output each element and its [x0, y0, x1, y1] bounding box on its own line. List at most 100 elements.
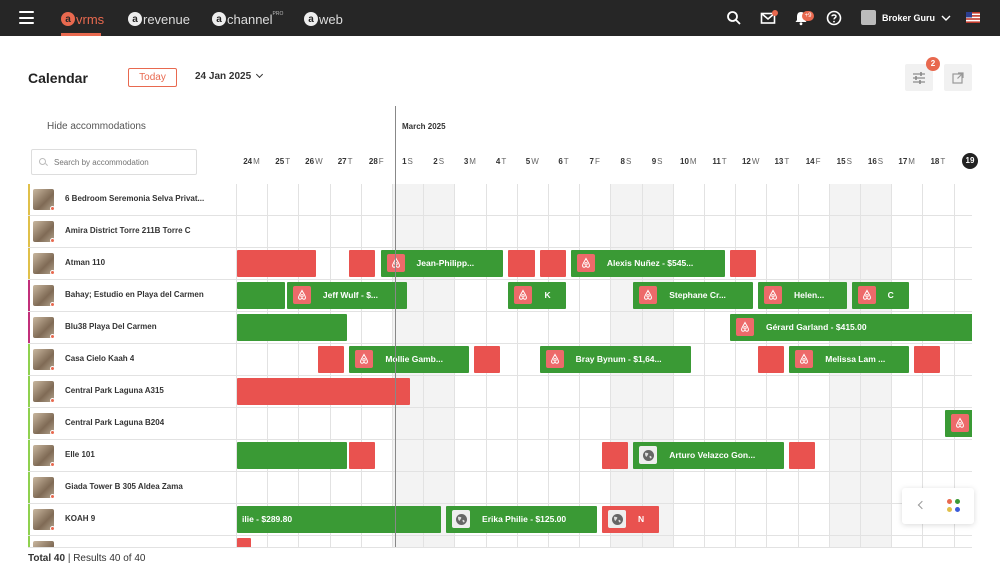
search-input[interactable] — [31, 149, 197, 175]
brand-label: web — [319, 11, 343, 27]
booking-label: Helen... — [794, 290, 825, 300]
booking-label: Jeff Wulf - $... — [322, 290, 379, 300]
airbnb-icon — [862, 289, 871, 300]
grid-line — [236, 439, 972, 440]
booking-bar[interactable]: Melissa Lam ... — [789, 346, 909, 373]
day-of-week: F — [815, 157, 821, 166]
booking-label: N — [638, 514, 645, 524]
brand-label: revenue — [143, 11, 190, 27]
blocked-period[interactable] — [318, 346, 345, 373]
booking-bar[interactable]: Erika Philie - $125.00 — [446, 506, 597, 533]
booking-bar[interactable]: Mollie Gamb... — [349, 346, 469, 373]
category-color-bar — [28, 184, 30, 215]
booking-bar[interactable]: Stephane Cr... — [633, 282, 753, 309]
booking-bar[interactable]: Helen... — [758, 282, 847, 309]
accommodation-row[interactable]: Casa Cielo Kaah 4 — [28, 344, 236, 376]
blocked-period[interactable] — [237, 250, 317, 277]
chevron-down-icon — [256, 70, 264, 79]
day-number: 28 — [368, 157, 378, 166]
day-of-week: S — [625, 157, 632, 166]
accommodation-row[interactable]: Bahay; Estudio en Playa del Carmen — [28, 280, 236, 312]
blocked-period[interactable] — [474, 346, 501, 373]
day-number: 10 — [680, 157, 689, 166]
accommodation-row[interactable]: Atman 110 — [28, 248, 236, 280]
brand-web[interactable]: a web — [304, 8, 343, 30]
web-source-badge — [452, 510, 471, 528]
accommodation-row[interactable]: Central Park Laguna B204 — [28, 408, 236, 440]
day-number: 7 — [589, 157, 594, 166]
apps-grid-icon[interactable] — [947, 499, 961, 513]
brand-channel[interactable]: a channel PRO — [212, 8, 283, 30]
booking-bar[interactable]: Bray Bynum - $1,64... — [539, 346, 691, 373]
airbnb-source-badge — [735, 318, 754, 336]
day-number: 27 — [337, 157, 347, 166]
booking-bar[interactable] — [945, 410, 972, 437]
booking-bar[interactable]: Alexis Nuñez - $545... — [570, 250, 725, 277]
accommodation-row[interactable]: Giada Tower B 305 Aldea Zama — [28, 472, 236, 504]
booking-bar[interactable]: Jeff Wulf - $... — [286, 282, 407, 309]
accommodation-row[interactable]: KOAH 9 — [28, 504, 236, 536]
grid-line — [516, 184, 518, 548]
flag-us-icon[interactable] — [966, 12, 980, 23]
blocked-period[interactable] — [789, 442, 816, 469]
booking-bar[interactable]: K — [508, 282, 566, 309]
booking-bar[interactable]: Jean-Philipp... — [380, 250, 504, 277]
hide-accommodations-toggle[interactable]: Hide accommodations — [47, 121, 146, 132]
brand-vrms[interactable]: a vrms — [61, 8, 104, 30]
accommodation-row[interactable]: Elle 101 — [28, 440, 236, 472]
chevron-down-icon — [941, 15, 951, 21]
booking-bar[interactable] — [237, 282, 285, 309]
accommodation-row[interactable] — [28, 536, 236, 548]
blocked-period[interactable] — [349, 442, 376, 469]
blocked-period[interactable] — [349, 250, 376, 277]
chevron-left-icon[interactable] — [917, 500, 927, 510]
accommodation-row[interactable]: Blu38 Playa Del Carmen — [28, 312, 236, 344]
day-number: 17 — [898, 157, 908, 166]
brand-pro-tag: PRO — [272, 11, 284, 17]
category-color-bar — [28, 248, 30, 279]
sliders-icon — [913, 71, 925, 84]
accommodation-row[interactable]: Central Park Laguna A315 — [28, 376, 236, 408]
open-external-button[interactable] — [944, 64, 972, 91]
today-day-marker[interactable]: 19 — [962, 153, 978, 169]
help-icon[interactable] — [826, 10, 842, 26]
booking-bar[interactable] — [237, 442, 348, 469]
day-of-week: S — [657, 157, 663, 166]
blocked-period[interactable] — [539, 250, 566, 277]
blocked-period[interactable] — [914, 346, 941, 373]
brand-revenue[interactable]: a revenue — [128, 8, 190, 30]
blocked-period[interactable] — [602, 442, 629, 469]
airbnb-icon — [800, 353, 809, 364]
accommodation-name: KOAH 9 — [65, 514, 96, 523]
blocked-period[interactable] — [237, 538, 251, 548]
booking-bar[interactable] — [237, 314, 348, 341]
menu-icon[interactable] — [19, 11, 34, 24]
today-button[interactable]: Today — [128, 68, 177, 87]
user-menu[interactable]: Broker Guru — [861, 10, 951, 25]
blocked-period[interactable]: N — [602, 506, 660, 533]
accommodation-name: Amira District Torre 211B Torre C — [65, 226, 191, 235]
blocked-period[interactable] — [729, 250, 757, 277]
booking-bar[interactable]: Arturo Velazco Gon... — [633, 442, 785, 469]
day-number: 25 — [275, 157, 285, 166]
day-number: 26 — [305, 157, 315, 166]
blocked-period[interactable] — [237, 378, 410, 405]
accommodation-name: Bahay; Estudio en Playa del Carmen — [65, 290, 204, 299]
booking-label: C — [887, 290, 894, 300]
accommodation-name: Elle 101 — [65, 450, 95, 459]
category-color-bar — [28, 504, 30, 535]
accommodation-row[interactable]: Amira District Torre 211B Torre C — [28, 216, 236, 248]
booking-bar[interactable]: ilie - $289.80 — [237, 506, 441, 533]
booking-label: Melissa Lam ... — [825, 354, 886, 364]
blocked-period[interactable] — [508, 250, 535, 277]
filter-count-badge: 2 — [926, 57, 940, 71]
date-selector[interactable]: 24 Jan 2025 — [195, 70, 264, 82]
accommodation-row[interactable]: 6 Bedroom Seremonia Selva Privat... — [28, 184, 236, 216]
blocked-period[interactable] — [758, 346, 785, 373]
day-header: 26W — [298, 157, 329, 166]
accommodation-thumbnail — [33, 221, 54, 242]
search-icon[interactable] — [726, 10, 742, 26]
booking-bar[interactable]: Gérard Garland - $415.00 — [729, 314, 972, 341]
booking-bar[interactable]: C — [851, 282, 909, 309]
day-header: 5W — [517, 157, 548, 166]
